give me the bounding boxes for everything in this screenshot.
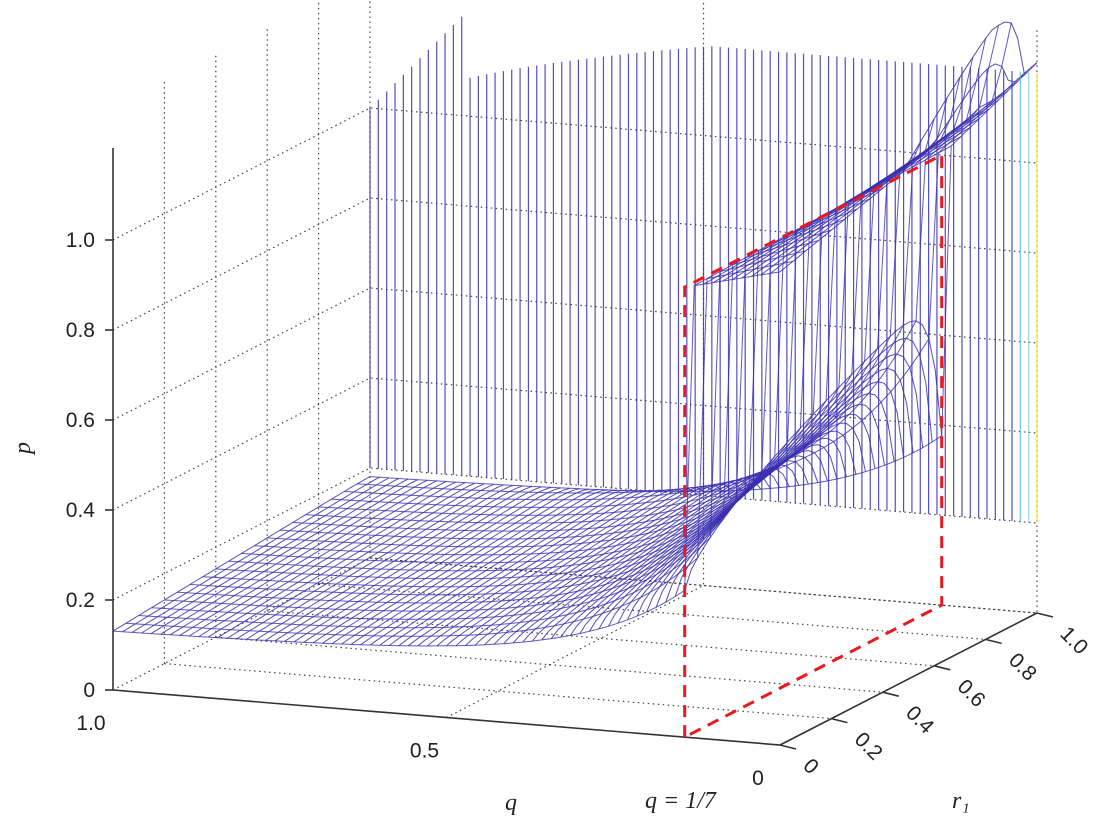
z-tick-label: 0.4 — [66, 499, 96, 522]
grid-lines — [112, 0, 1038, 746]
r-tick — [882, 691, 899, 697]
r-gridline-floor — [369, 557, 1038, 614]
q-gridline — [446, 0, 705, 719]
z-axis-label: p — [10, 442, 36, 456]
mesh-line-r — [125, 260, 793, 637]
z-tick-label: 0.2 — [66, 589, 95, 612]
r-tick — [779, 744, 797, 750]
floor-axes — [112, 612, 1038, 746]
r-gridline-floor — [164, 663, 832, 720]
z-tick-label: 1.0 — [66, 229, 95, 252]
mesh-line-q — [217, 482, 476, 639]
mesh-line-r — [292, 77, 961, 532]
q-tick-label: 0.5 — [410, 740, 439, 763]
mesh-line-r — [215, 187, 884, 580]
mesh-line-r — [357, 72, 1025, 494]
mesh-line-r — [138, 250, 806, 629]
mesh-line-q — [360, 489, 618, 646]
axes: 0 0.2 0.4 0.6 0.8 1.0 0 0.2 0.4 0.6 0.8 1.0 0 0.5 1.0 — [66, 148, 1092, 790]
z-gridline — [112, 287, 1038, 421]
z-gridline — [112, 467, 1038, 601]
q-tick-label: 0 — [752, 767, 764, 790]
mesh-line-r — [344, 22, 1012, 501]
mesh-line-r — [280, 97, 948, 540]
z-tick-label: 0 — [83, 679, 95, 702]
r-tick-label: 0.8 — [1004, 649, 1041, 686]
q-one-seventh-marker — [683, 152, 944, 739]
x-axis-label: q — [505, 790, 517, 816]
q-tick-label: 1.0 — [76, 712, 105, 735]
r-tick — [831, 717, 848, 724]
mesh-line-r — [164, 229, 832, 612]
mesh-line-r — [112, 271, 781, 647]
mesh-line-r — [267, 118, 935, 548]
mesh-line-q — [665, 353, 924, 603]
z-gridline — [112, 197, 1038, 331]
mesh-line-r — [202, 198, 871, 588]
mesh-line-r — [228, 177, 896, 572]
r-tick-label: 1.0 — [1055, 622, 1092, 659]
r-tick — [1036, 612, 1054, 618]
mesh-line-r — [190, 208, 858, 596]
mesh-line-r — [241, 161, 909, 564]
r-tick — [985, 638, 1002, 645]
mesh-line-q — [331, 488, 590, 645]
z-tick-label: 0.6 — [66, 409, 95, 432]
surface-mesh — [112, 16, 1038, 647]
annotation-dashed-line — [683, 152, 944, 739]
r-tick-label: 0.6 — [953, 675, 990, 712]
y-axis-label: r₁ — [952, 788, 970, 814]
mesh-line-r — [305, 57, 974, 524]
r-tick — [934, 665, 951, 671]
r-tick-label: 0 — [798, 754, 823, 779]
z-gridline — [112, 107, 1038, 241]
mesh-line-r — [331, 25, 999, 508]
mesh-line-r — [151, 240, 819, 620]
r-tick-label: 0.2 — [850, 728, 887, 765]
annotation-label: q = 1/7 — [645, 788, 717, 814]
r-tick-label: 0.4 — [901, 701, 938, 738]
mesh-line-r — [254, 140, 922, 556]
z-tick-label: 0.8 — [66, 319, 95, 342]
z-gridline — [112, 377, 1038, 511]
mesh-line-r — [318, 38, 987, 516]
q-gridline — [779, 28, 1038, 746]
